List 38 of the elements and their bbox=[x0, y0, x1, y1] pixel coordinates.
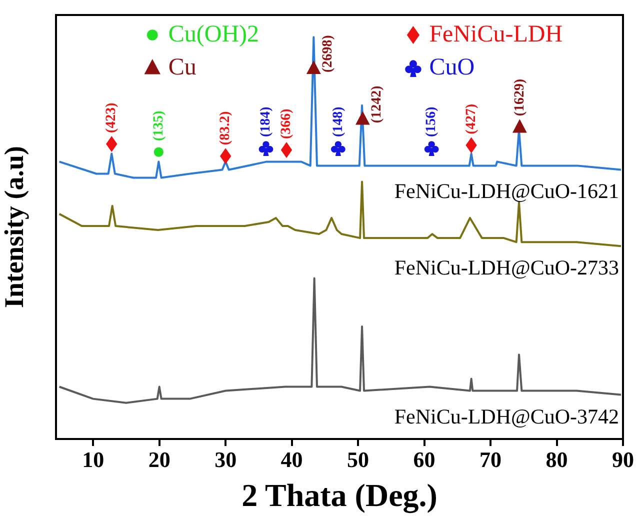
series-label: FeNiCu-LDH@CuO-2733 bbox=[394, 256, 619, 280]
point bbox=[154, 147, 164, 157]
annotation: (2698) bbox=[320, 34, 336, 72]
point bbox=[280, 142, 292, 158]
annotation: (184) bbox=[258, 106, 274, 138]
point bbox=[424, 141, 439, 156]
legend-label: FeNiCu-LDH bbox=[429, 21, 563, 48]
annotation: (148) bbox=[330, 106, 346, 138]
series-label: FeNiCu-LDH@CuO-1621 bbox=[394, 179, 619, 204]
point bbox=[220, 148, 232, 164]
annotation: (423) bbox=[104, 102, 120, 134]
point bbox=[330, 141, 346, 156]
x-tick-label: 30 bbox=[214, 446, 237, 472]
point bbox=[355, 111, 370, 125]
x-tick-label: 50 bbox=[347, 446, 370, 472]
x-tick-label: 80 bbox=[546, 446, 568, 472]
x-axis-title: 2 Thata (Deg.) bbox=[242, 477, 438, 514]
x-tick-label: 90 bbox=[612, 446, 634, 472]
legend-label: Cu bbox=[168, 54, 196, 80]
x-tick-label: 40 bbox=[280, 446, 303, 472]
series-label: FeNiCu-LDH@CuO-3742 bbox=[394, 404, 619, 428]
annotation: (427) bbox=[464, 104, 479, 134]
x-tick-label: 20 bbox=[148, 446, 170, 472]
annotation: (83.2) bbox=[218, 110, 234, 146]
annotation: (366) bbox=[279, 108, 294, 140]
x-tick-label: 60 bbox=[413, 446, 436, 472]
point bbox=[512, 119, 527, 133]
annotation: (1242) bbox=[369, 85, 384, 124]
x-tick-label: 70 bbox=[480, 446, 502, 472]
annotation: (135) bbox=[151, 110, 166, 142]
annotation: (1629) bbox=[512, 78, 528, 116]
y-axis-title: Intensity (a.u) bbox=[0, 146, 30, 308]
point bbox=[306, 60, 321, 74]
point bbox=[258, 141, 274, 156]
x-tick-label: 10 bbox=[82, 446, 104, 472]
legend-label: CuO bbox=[429, 54, 475, 80]
annotation: (156) bbox=[424, 106, 440, 138]
legend-label: Cu(OH)2 bbox=[168, 21, 260, 48]
